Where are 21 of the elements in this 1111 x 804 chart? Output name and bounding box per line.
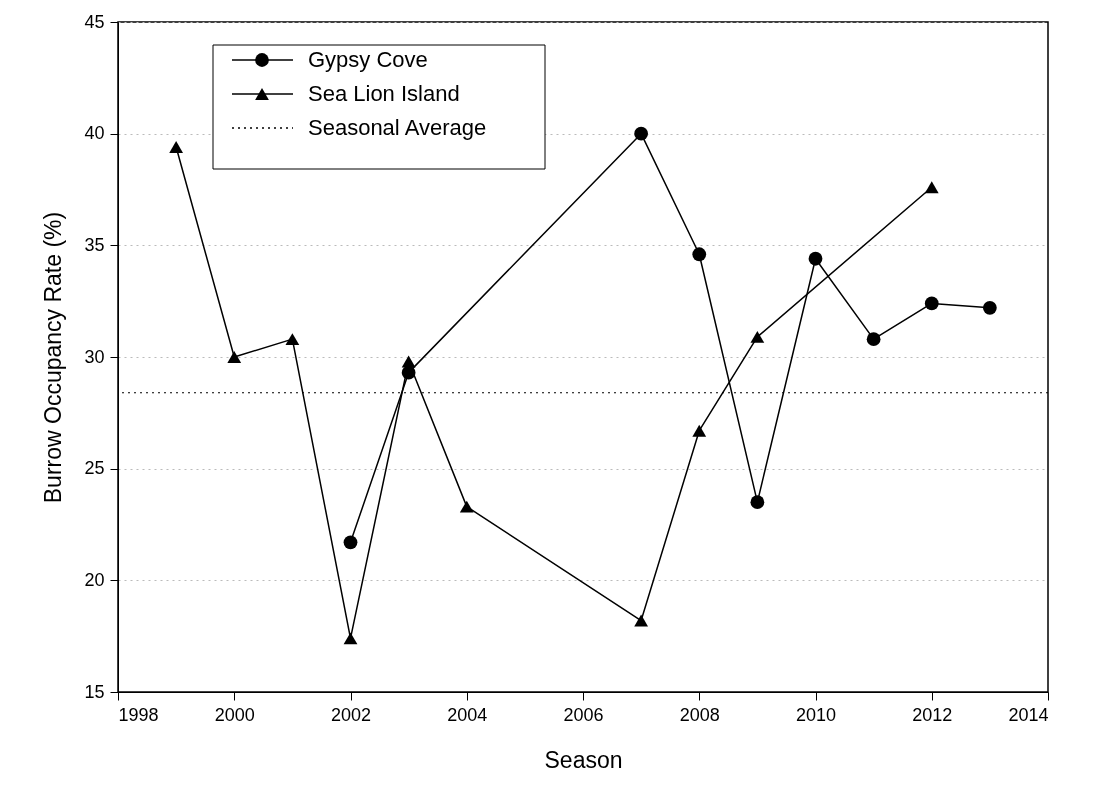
x-tick-label: 2000 — [214, 704, 255, 725]
legend-label: Sea Lion Island — [308, 81, 460, 106]
x-tick-label: 2004 — [447, 704, 488, 725]
x-tick-label: 2008 — [679, 704, 720, 725]
y-tick-label: 30 — [84, 346, 105, 367]
x-tick-label: 2002 — [330, 704, 372, 725]
y-tick-label: 40 — [84, 123, 105, 144]
y-tick-label: 35 — [84, 234, 105, 255]
x-tick-label: 2006 — [563, 704, 604, 725]
x-tick-label: 1998 — [118, 704, 159, 725]
x-tick-label: 2014 — [1008, 704, 1049, 725]
legend-label: Gypsy Cove — [308, 47, 428, 72]
x-axis-title: Season — [544, 746, 623, 773]
y-tick-label: 15 — [84, 681, 105, 702]
y-tick-label: 20 — [84, 569, 105, 590]
y-tick-label: 45 — [84, 11, 105, 32]
y-axis-title: Burrow Occupancy Rate (%) — [40, 211, 67, 504]
legend-label: Seasonal Average — [308, 115, 487, 140]
x-tick-label: 2012 — [912, 704, 953, 725]
x-tick-label: 2010 — [795, 704, 837, 725]
y-tick-label: 25 — [84, 458, 105, 479]
